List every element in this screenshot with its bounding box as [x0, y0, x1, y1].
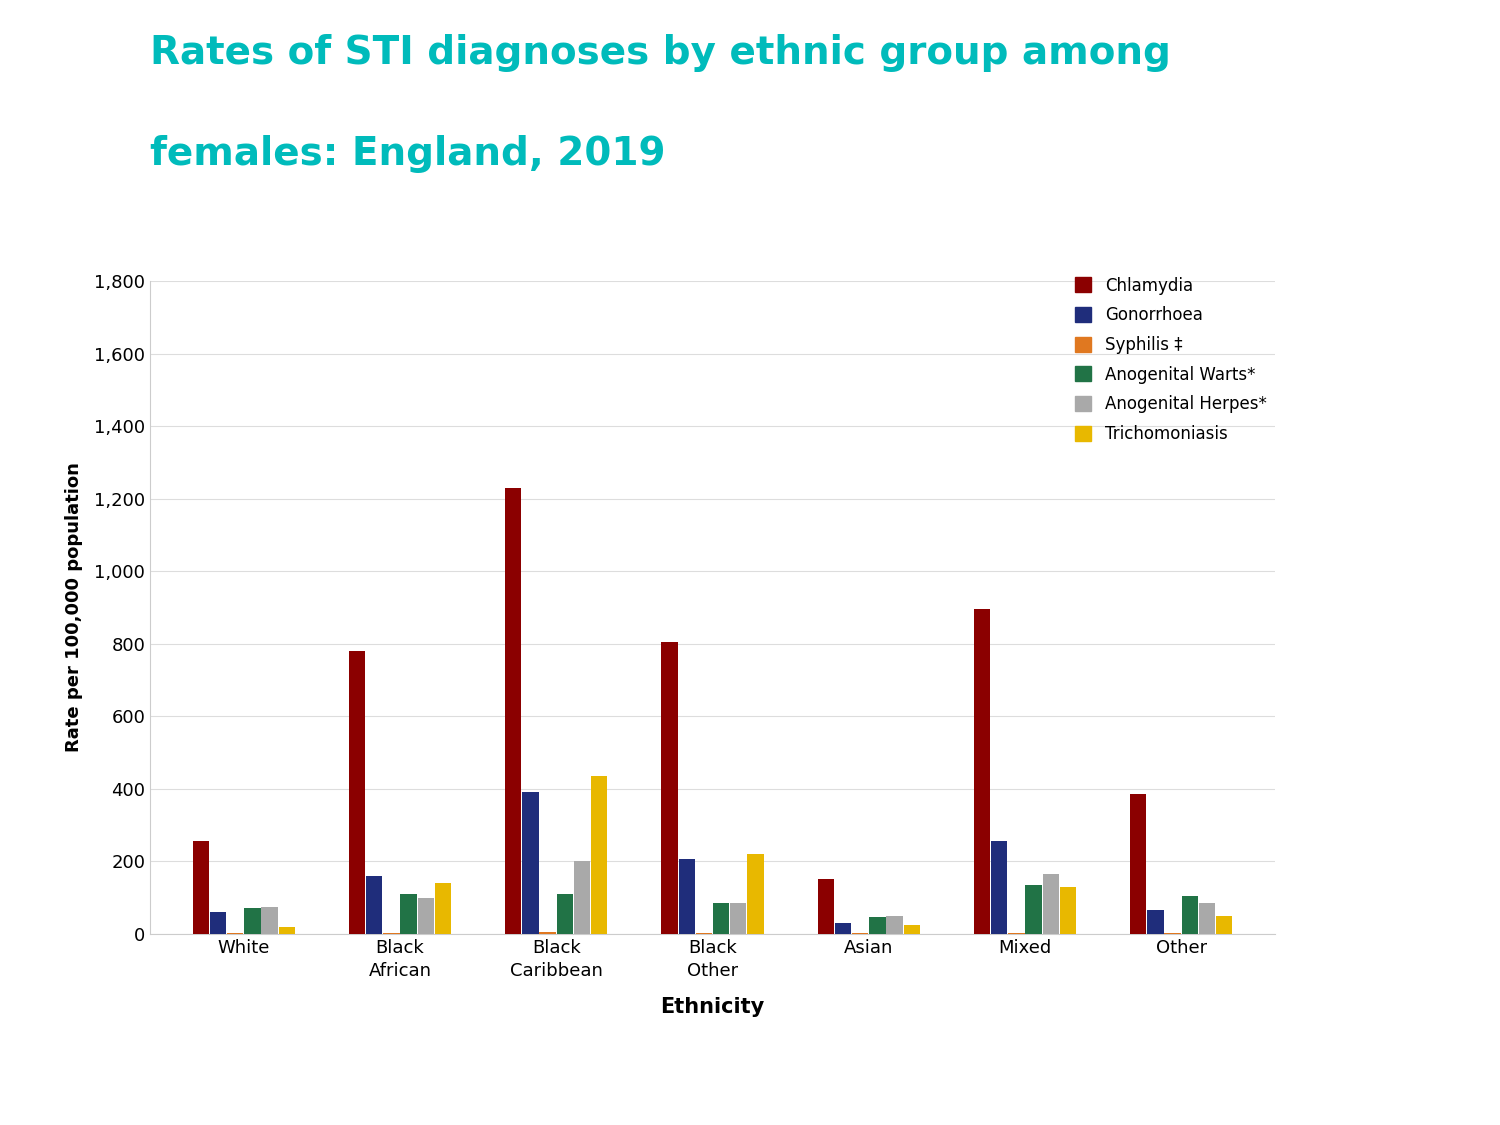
Bar [210, 912, 226, 934]
Bar [1042, 874, 1059, 934]
Bar [366, 875, 382, 934]
Bar [244, 908, 261, 934]
Bar [1182, 896, 1198, 934]
Bar [1148, 910, 1164, 934]
Bar [868, 918, 885, 934]
Bar [678, 860, 694, 934]
Text: Rates of STI diagnoses by ethnic group among: Rates of STI diagnoses by ethnic group a… [150, 34, 1172, 72]
Bar [400, 894, 417, 934]
Legend: Chlamydia, Gonorrhoea, Syphilis ‡, Anogenital Warts*, Anogenital Herpes*, Tricho: Chlamydia, Gonorrhoea, Syphilis ‡, Anoge… [1076, 277, 1266, 443]
Text: Public Health England: 2019 STI Slide Set (version 1.0, published 2 September 20: Public Health England: 2019 STI Slide Se… [120, 1071, 886, 1089]
Bar [992, 842, 1008, 934]
Bar [591, 776, 608, 934]
Bar [279, 927, 296, 934]
Bar [747, 854, 764, 934]
Bar [192, 842, 208, 934]
Bar [712, 903, 729, 934]
Bar [1026, 884, 1042, 934]
Bar [818, 880, 834, 934]
Bar [1060, 886, 1076, 934]
X-axis label: Ethnicity: Ethnicity [660, 997, 765, 1017]
Bar [435, 883, 451, 934]
Text: 35: 35 [45, 1070, 75, 1090]
Bar [556, 894, 573, 934]
Bar [350, 651, 364, 934]
Bar [662, 642, 678, 934]
Text: females: England, 2019: females: England, 2019 [150, 135, 666, 173]
Y-axis label: Rate per 100,000 population: Rate per 100,000 population [64, 462, 82, 753]
Bar [540, 932, 556, 934]
Bar [836, 922, 850, 934]
Bar [522, 792, 538, 934]
Bar [417, 898, 434, 934]
Bar [1130, 794, 1146, 934]
Bar [574, 862, 590, 934]
Bar [903, 925, 920, 934]
Bar [730, 903, 747, 934]
Bar [974, 610, 990, 934]
Bar [1216, 916, 1233, 934]
Bar [261, 907, 278, 934]
Bar [1198, 903, 1215, 934]
Bar [506, 488, 522, 934]
Bar [886, 916, 903, 934]
